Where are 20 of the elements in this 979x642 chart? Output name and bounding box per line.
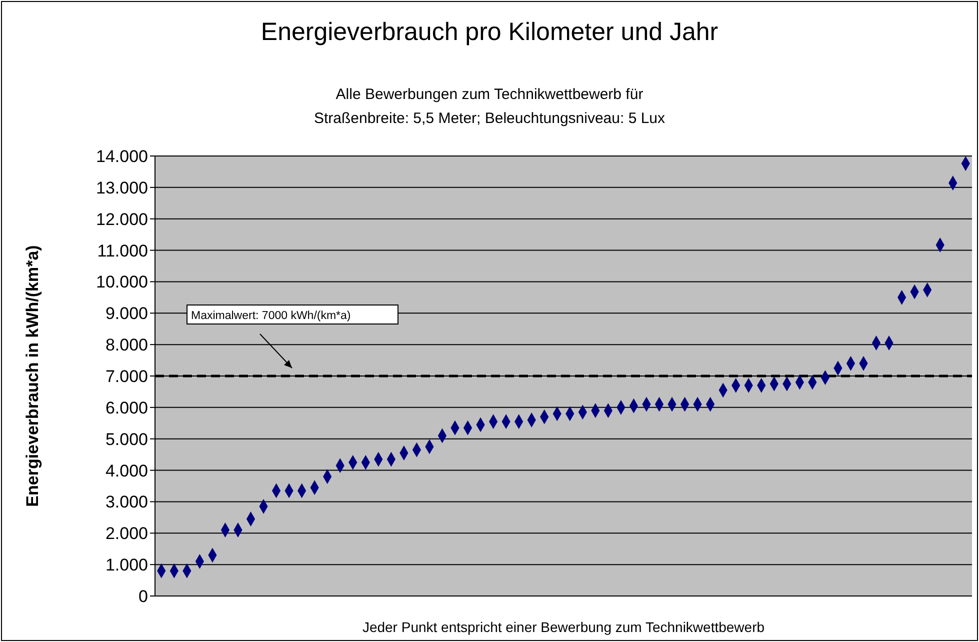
y-tick-label: 8.000: [105, 336, 148, 355]
ref-line-label: Maximalwert: 7000 kWh/(km*a): [191, 310, 351, 322]
y-tick-label: 1.000: [105, 556, 148, 575]
y-tick-label: 9.000: [105, 304, 148, 324]
y-tick-label: 14.000: [96, 147, 148, 166]
chart-subtitle: Alle Bewerbungen zum Technikwettbewerb für Straßenbreite: 5,5 Meter; Beleuchtungsniveau: 5 Lux: [312, 85, 666, 129]
y-tick-label: 3.000: [105, 492, 148, 512]
x-axis-title: Jeder Punkt entspricht einer Bewerbung zum Technikwettbewerb: [362, 619, 765, 635]
y-tick-label: 4.000: [105, 461, 148, 480]
chart-title: Energieverbrauch pro Kilometer und Jahr: [260, 18, 720, 47]
y-tick-label: 5.000: [105, 430, 148, 449]
y-tick-label: 11.000: [97, 241, 148, 260]
y-tick-label: 13.000: [96, 178, 148, 198]
y-tick-label: 6.000: [105, 398, 148, 418]
y-tick-label: 7.000: [105, 367, 148, 386]
y-axis-title: Energieverbrauch in kWh/(km*a): [23, 245, 42, 507]
y-tick-label: 0: [138, 587, 148, 606]
y-tick-label: 10.000: [96, 272, 148, 292]
y-tick-label: 12.000: [96, 210, 148, 229]
y-tick-label: 2.000: [105, 524, 148, 544]
